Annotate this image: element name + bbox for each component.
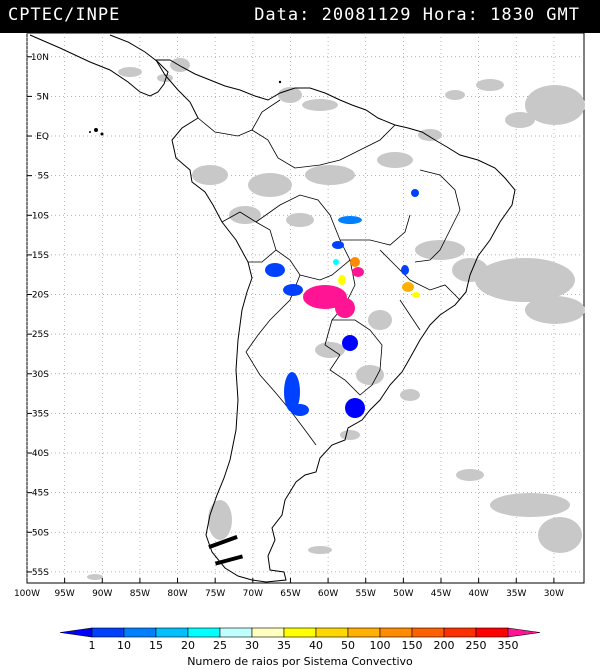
map-frame [26,33,585,584]
longitude-label: 30W [544,589,564,599]
colorbar-swatch [347,627,381,638]
graticule [26,33,584,583]
latitude-labels: 10N 5N EQ 5S 10S 15S 20S 25S 30S 35S 40S 45S 50S 55S [27,53,49,578]
colorbar-label: 250 [466,639,487,652]
longitude-label: 80W [167,589,187,599]
longitude-label: 60W [318,589,338,599]
colorbar-label: 35 [277,639,291,652]
lightning-cluster [291,404,309,416]
colorbar-label: 350 [498,639,519,652]
lightning-cluster [402,282,414,292]
longitude-label: 45W [431,589,451,599]
central-america-coast [29,34,169,97]
latitude-label: 5N [37,92,49,102]
latitude-label: 10N [31,53,49,63]
lightning-cluster [401,265,409,275]
colorbar-swatch [187,627,221,638]
latitude-label: 45S [32,489,49,499]
date-time-label: Data: 20081129 Hora: 1830 GMT [254,5,580,25]
colorbar-swatch [315,627,349,638]
colorbar-label: 50 [341,639,355,652]
colorbar-swatch [475,627,509,638]
coastline-layer [29,34,516,583]
colorbar-label: 150 [402,639,423,652]
longitude-label: 90W [92,589,112,599]
colorbar-swatch [283,627,317,638]
longitude-label: 100W [14,589,40,599]
longitude-label: 65W [280,589,300,599]
latitude-label: 35S [32,409,49,419]
lightning-map: 10N5NEQ5S10S15S20S25S30S35S40S45S50S55S … [14,33,585,599]
colorbar-label: 200 [434,639,455,652]
lightning-cluster [265,263,285,277]
colorbar-boxes [59,627,541,638]
south-america-coast [155,59,516,583]
lightning-cluster [303,285,347,309]
lightning-cluster [335,298,355,318]
lightning-cluster [350,257,360,267]
latitude-label: 10S [32,211,49,221]
colorbar-swatch [411,627,445,638]
lightning-cluster [345,398,365,418]
colorbar-swatch [219,627,253,638]
lightning-cluster [284,372,300,412]
longitude-label: 95W [54,589,74,599]
latitude-label: EQ [36,132,49,142]
colorbar-labels: 1 10 15 20 25 30 35 40 50 100 150 200 250 350 [89,639,519,652]
colorbar-label: 1 [89,639,96,652]
cloud-cover-layer [87,58,585,580]
lightning-cluster [412,292,420,298]
colorbar-label: 40 [309,639,323,652]
lightning-cluster [283,284,303,296]
longitude-label: 85W [130,589,150,599]
colorbar-swatch [91,627,125,638]
longitude-label: 35W [506,589,526,599]
lightning-cluster [352,267,364,277]
longitude-label: 55W [356,589,376,599]
colorbar-swatch [59,627,93,638]
colorbar-label: 100 [370,639,391,652]
latitude-label: 40S [32,449,49,459]
colorbar-title: Numero de raios por Sistema Convectivo [187,655,413,668]
colorbar-swatch [443,627,477,638]
lightning-systems-layer [265,189,420,418]
lightning-cluster [338,275,346,285]
colorbar-label: 15 [149,639,163,652]
latitude-label: 20S [32,291,49,301]
latitude-label: 30S [32,370,49,380]
latitude-label: 25S [32,330,49,340]
org-label: CPTEC/INPE [8,5,121,25]
latitude-label: 50S [32,528,49,538]
lightning-cluster [332,241,344,249]
latitude-label: 55S [32,568,49,578]
colorbar-label: 20 [181,639,195,652]
lightning-cluster [411,189,419,197]
longitude-labels: 100W 95W 90W 85W 80W 75W 70W 65W 60W 55W 50W 45W 40W… [14,578,564,599]
colorbar-label: 25 [213,639,227,652]
longitude-label: 75W [205,589,225,599]
header-bar: CPTEC/INPE Data: 20081129 Hora: 1830 GMT [0,0,600,33]
colorbar-swatch [379,627,413,638]
colorbar-swatch [123,627,157,638]
latitude-label: 15S [32,251,49,261]
colorbar-label: 10 [117,639,131,652]
longitude-label: 40W [468,589,488,599]
islands-layer [89,80,282,566]
colorbar-swatch [507,627,541,638]
longitude-label: 70W [243,589,263,599]
colorbar: 1 10 15 20 25 30 35 40 50 100 150 200 250 350 [59,627,541,652]
colorbar-swatch [155,627,189,638]
lightning-cluster [342,335,358,351]
colorbar-swatch [251,627,285,638]
lightning-cluster [333,259,339,265]
longitude-label: 50W [393,589,413,599]
colorbar-label: 30 [245,639,259,652]
latitude-label: 5S [38,172,50,182]
lightning-cluster [338,216,362,224]
